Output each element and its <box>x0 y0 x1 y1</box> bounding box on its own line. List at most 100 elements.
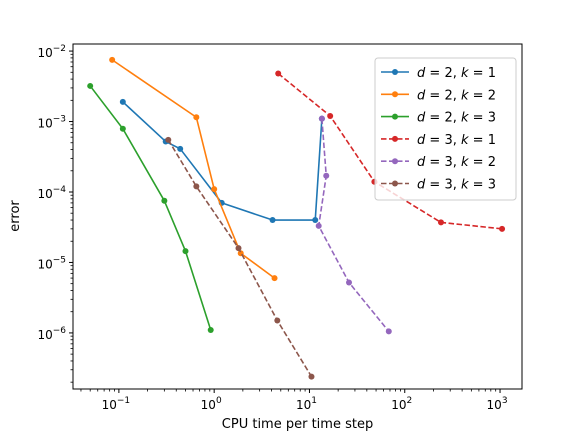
data-point-d2k3 <box>119 125 126 132</box>
x-tick-label: 100 <box>201 396 222 412</box>
legend-d-value: 2 <box>444 88 452 103</box>
series-d2k2 <box>109 56 278 282</box>
plot-frame <box>72 43 523 390</box>
legend-item: d = 2, k = 1 <box>381 66 496 81</box>
legend-label: d = 2, k = 1 <box>417 66 496 81</box>
legend-k-value: 1 <box>488 133 496 148</box>
y-tick-label: 10−2 <box>37 44 66 60</box>
data-point-d3k3 <box>165 136 172 143</box>
legend-item: d = 2, k = 3 <box>381 111 496 126</box>
legend-d-value: 2 <box>444 111 452 126</box>
series-d3k2 <box>315 115 392 335</box>
x-tick-label-exponent: 1 <box>311 396 317 406</box>
legend-d-value: 3 <box>444 133 452 148</box>
data-point-d3k1 <box>499 225 506 232</box>
y-tick-label-exponent: −2 <box>53 44 66 54</box>
legend-d-value: 3 <box>444 155 452 170</box>
data-point-d2k3 <box>182 248 189 255</box>
legend-swatch-marker <box>392 113 398 120</box>
data-point-d2k3 <box>87 82 94 89</box>
legend-item: d = 3, k = 1 <box>381 133 496 148</box>
series-d2k3 <box>87 82 214 333</box>
legend-swatch-marker <box>392 158 398 165</box>
data-point-d3k2 <box>385 328 392 335</box>
y-tick-label: 10−5 <box>37 255 66 271</box>
data-point-d3k3 <box>274 317 281 324</box>
data-point-d2k2 <box>271 275 278 282</box>
y-tick-label: 10−4 <box>37 185 66 201</box>
x-tick-label: 102 <box>391 396 412 412</box>
data-point-d2k2 <box>109 56 116 63</box>
legend-swatch-marker <box>392 180 398 187</box>
y-tick-label-exponent: −6 <box>53 326 67 336</box>
data-point-d3k1 <box>327 112 334 119</box>
data-point-d3k2 <box>315 222 322 229</box>
x-tick-label: 101 <box>296 396 317 412</box>
data-point-d2k3 <box>207 327 214 333</box>
x-tick-label-base: 10 <box>391 398 406 412</box>
legend-k-value: 2 <box>488 88 496 103</box>
series-d3k3 <box>165 136 315 380</box>
legend-swatch-marker <box>392 91 398 98</box>
y-tick-label-base: 10 <box>37 328 52 342</box>
legend-box <box>374 57 517 201</box>
legend-item: d = 3, k = 3 <box>381 178 496 193</box>
data-point-d2k3 <box>161 197 168 204</box>
y-tick-label-exponent: −4 <box>53 185 67 195</box>
series-layer <box>87 56 506 380</box>
x-tick-label-exponent: −1 <box>117 396 130 406</box>
x-tick-label-exponent: 3 <box>502 396 508 406</box>
legend: d = 2, k = 1 d = 2, k = 2 d = 2, k = 3 d = … <box>374 57 517 201</box>
y-tick-label-base: 10 <box>37 117 52 131</box>
x-tick-label: 103 <box>487 396 508 412</box>
legend-label: d = 2, k = 3 <box>417 111 496 126</box>
x-tick-label-base: 10 <box>296 398 311 412</box>
legend-d-value: 2 <box>444 66 452 81</box>
legend-label: d = 3, k = 3 <box>417 178 496 193</box>
legend-swatch-marker <box>392 135 398 142</box>
legend-k-value: 3 <box>488 178 496 193</box>
legend-item: d = 3, k = 2 <box>381 155 496 170</box>
series-d3k1 <box>275 70 506 232</box>
y-tick-label-base: 10 <box>37 257 52 271</box>
legend-label: d = 3, k = 1 <box>417 133 496 148</box>
data-point-d2k1 <box>177 145 184 152</box>
legend-d-value: 3 <box>444 178 452 193</box>
data-point-d3k2 <box>346 279 352 286</box>
data-point-d3k2 <box>318 115 325 122</box>
x-tick-label-exponent: 0 <box>216 396 222 406</box>
data-point-d3k3 <box>235 245 242 252</box>
data-point-d2k1 <box>119 98 126 105</box>
legend-k-value: 2 <box>488 155 496 170</box>
legend-k-value: 3 <box>488 111 496 126</box>
y-tick-label-base: 10 <box>37 46 52 60</box>
legend-label: d = 3, k = 2 <box>417 155 496 170</box>
data-point-d2k1 <box>312 217 319 224</box>
x-tick-label-base: 10 <box>102 398 117 412</box>
legend-k-value: 1 <box>488 66 496 81</box>
y-tick-label-exponent: −5 <box>53 255 66 265</box>
data-point-d3k1 <box>275 70 282 77</box>
y-tick-label-exponent: −3 <box>53 115 66 125</box>
data-point-d3k1 <box>437 219 444 226</box>
data-point-d2k1 <box>269 217 276 224</box>
data-point-d2k2 <box>193 114 200 121</box>
data-point-d3k3 <box>308 373 315 380</box>
y-tick-label: 10−6 <box>37 326 66 342</box>
legend-label: d = 2, k = 2 <box>417 88 496 103</box>
y-tick-label-base: 10 <box>37 187 52 201</box>
legend-swatch-marker <box>392 69 398 75</box>
x-tick-label-base: 10 <box>201 398 216 412</box>
y-axis-label: error <box>8 200 23 232</box>
data-point-d3k3 <box>193 183 200 190</box>
y-tick-label: 10−3 <box>37 115 66 131</box>
data-point-d3k2 <box>323 172 330 179</box>
data-point-d2k2 <box>211 186 218 193</box>
x-axis-label: CPU time per time step <box>222 417 373 432</box>
x-tick-label: 10−1 <box>102 396 131 412</box>
x-tick-label-base: 10 <box>487 398 502 412</box>
x-tick-label-exponent: 2 <box>407 396 413 406</box>
legend-item: d = 2, k = 2 <box>381 88 496 103</box>
